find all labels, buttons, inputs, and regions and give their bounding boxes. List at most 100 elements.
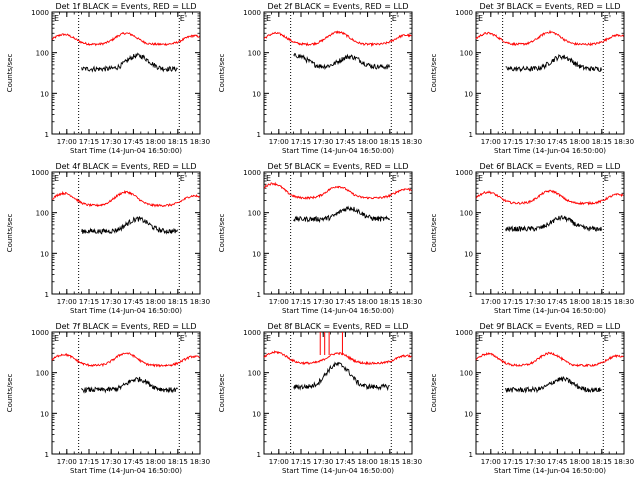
x-tick-label: 18:15: [168, 458, 188, 466]
plot-frame: [51, 171, 201, 295]
x-tick-label: 17:45: [335, 138, 355, 146]
y-tick-label: 1: [257, 131, 261, 139]
plot-title: Det 3f BLACK = Events, RED = LLD: [479, 2, 620, 11]
series-line-lld: [263, 350, 412, 366]
y-tick-label: 1: [45, 291, 49, 299]
x-tick-label: 18:15: [380, 458, 400, 466]
plot-panel-5: Det 5f BLACK = Events, RED = LLD 1 10 100 10…: [218, 162, 422, 315]
y-axis-label: Counts/sec: [6, 54, 14, 93]
event-marker-label: E': [392, 174, 399, 183]
event-marker-label: E': [392, 14, 399, 23]
y-tick-label: 10: [40, 250, 49, 258]
x-tick-label: 18:30: [190, 138, 210, 146]
x-tick-label: 17:15: [291, 458, 311, 466]
x-axis-label: Start Time (14-Jun-04 16:50:00): [494, 467, 606, 475]
x-axis-label: Start Time (14-Jun-04 16:50:00): [70, 467, 182, 475]
plot-frame: [263, 331, 413, 455]
x-tick-label: 18:30: [190, 458, 210, 466]
event-marker-label: E': [604, 334, 611, 343]
x-tick-label: 18:30: [402, 458, 422, 466]
y-tick-label: 1000: [455, 329, 473, 337]
x-tick-label: 17:15: [291, 298, 311, 306]
plot-title: Det 4f BLACK = Events, RED = LLD: [55, 162, 196, 171]
y-tick-label: 100: [36, 50, 49, 58]
x-tick-label: 17:30: [313, 298, 333, 306]
x-tick-label: 18:15: [592, 138, 612, 146]
event-marker-label: E': [604, 174, 611, 183]
y-tick-label: 100: [36, 370, 49, 378]
series-line-events: [293, 52, 390, 71]
y-tick-label: 100: [248, 370, 261, 378]
x-tick-label: 18:15: [168, 138, 188, 146]
y-axis-label: Counts/sec: [430, 54, 438, 93]
event-marker-label: E: [478, 14, 483, 23]
plot-panel-4: Det 4f BLACK = Events, RED = LLD 1 10 100 10…: [6, 162, 210, 315]
x-tick-label: 18:15: [168, 298, 188, 306]
y-axis-label: Counts/sec: [218, 214, 226, 253]
x-tick-label: 17:30: [525, 458, 545, 466]
series-line-lld: [263, 181, 412, 200]
plot-frame: [475, 331, 625, 455]
plot-title: Det 6f BLACK = Events, RED = LLD: [479, 162, 620, 171]
plot-title: Det 8f BLACK = Events, RED = LLD: [267, 322, 408, 331]
plot-panel-3: Det 3f BLACK = Events, RED = LLD 1 10 100 10…: [430, 2, 634, 155]
x-tick-label: 17:00: [481, 138, 501, 146]
y-tick-label: 10: [252, 410, 261, 418]
x-tick-label: 18:30: [402, 298, 422, 306]
x-tick-label: 18:30: [190, 298, 210, 306]
x-tick-label: 18:00: [146, 298, 166, 306]
x-tick-label: 17:45: [547, 458, 567, 466]
x-tick-label: 17:00: [269, 298, 289, 306]
y-tick-label: 1000: [31, 329, 49, 337]
event-marker-label: E': [392, 334, 399, 343]
x-tick-label: 18:00: [358, 458, 378, 466]
y-tick-label: 10: [464, 250, 473, 258]
x-tick-label: 18:00: [358, 138, 378, 146]
y-axis-label: Counts/sec: [430, 374, 438, 413]
x-tick-label: 17:45: [123, 458, 143, 466]
x-tick-label: 17:45: [335, 298, 355, 306]
event-marker-label: E: [266, 174, 271, 183]
plot-frame: [51, 11, 201, 135]
x-tick-label: 17:15: [503, 138, 523, 146]
y-tick-label: 1000: [243, 329, 261, 337]
x-tick-label: 17:00: [481, 458, 501, 466]
x-tick-label: 18:15: [592, 458, 612, 466]
y-axis-label: Counts/sec: [6, 374, 14, 413]
y-tick-label: 10: [252, 90, 261, 98]
event-marker-label: E: [478, 334, 483, 343]
y-tick-label: 1: [469, 131, 473, 139]
x-axis-label: Start Time (14-Jun-04 16:50:00): [70, 307, 182, 315]
series-line-lld: [51, 32, 200, 47]
x-tick-label: 17:45: [123, 138, 143, 146]
x-tick-label: 18:30: [614, 138, 634, 146]
y-tick-label: 100: [460, 210, 473, 218]
x-tick-label: 17:15: [79, 458, 99, 466]
x-tick-label: 17:15: [79, 298, 99, 306]
x-tick-label: 17:30: [101, 458, 121, 466]
plot-title: Det 7f BLACK = Events, RED = LLD: [55, 322, 196, 331]
event-marker-label: E: [266, 334, 271, 343]
series-line-events: [81, 216, 178, 235]
x-tick-label: 17:45: [123, 298, 143, 306]
plot-panel-7: Det 7f BLACK = Events, RED = LLD 1 10 100 10…: [6, 322, 210, 475]
x-axis-label: Start Time (14-Jun-04 16:50:00): [282, 467, 394, 475]
series-line-lld: [475, 351, 624, 368]
series-line-events: [293, 205, 390, 224]
x-tick-label: 18:00: [146, 458, 166, 466]
y-axis-label: Counts/sec: [218, 54, 226, 93]
x-tick-label: 17:30: [313, 138, 333, 146]
y-tick-label: 1: [469, 451, 473, 459]
plot-frame: [263, 11, 413, 135]
plot-title: Det 9f BLACK = Events, RED = LLD: [479, 322, 620, 331]
plot-panel-8: Det 8f BLACK = Events, RED = LLD 1 10 100 10…: [218, 322, 422, 475]
y-tick-label: 1000: [243, 9, 261, 17]
y-tick-label: 1: [45, 451, 49, 459]
x-tick-label: 17:30: [525, 138, 545, 146]
x-tick-label: 17:30: [525, 298, 545, 306]
series-line-events: [293, 361, 390, 392]
event-marker-label: E': [604, 14, 611, 23]
event-marker-label: E: [266, 14, 271, 23]
x-tick-label: 17:00: [57, 298, 77, 306]
series-line-events: [505, 215, 602, 233]
